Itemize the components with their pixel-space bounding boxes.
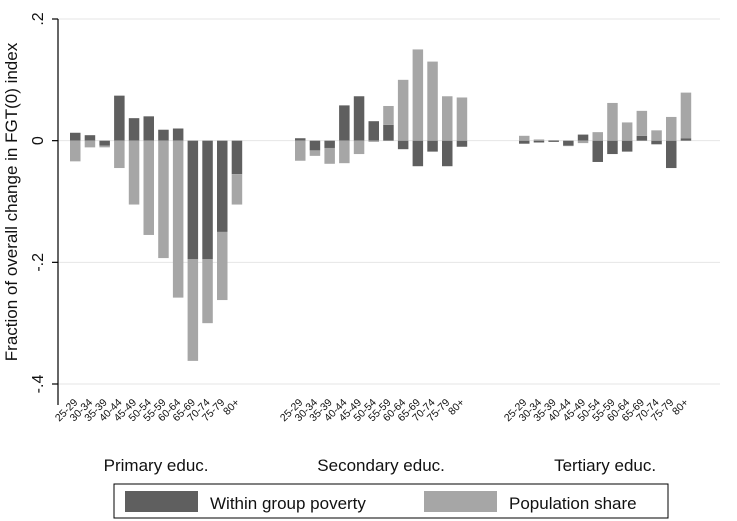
bar-within-group-poverty [621, 140, 633, 152]
bar-within-group-poverty [666, 140, 677, 169]
y-tick-label: 0 [30, 136, 47, 145]
legend-label-population-share: Population share [509, 494, 637, 513]
bar-population-share [563, 145, 574, 147]
bar-population-share [592, 132, 603, 141]
bar-population-share [456, 97, 468, 141]
bar-population-share [353, 140, 365, 155]
bar-population-share [70, 140, 81, 162]
bar-within-group-poverty [519, 140, 530, 144]
bar-population-share [621, 122, 633, 141]
legend-label-within-group-poverty: Within group poverty [210, 494, 366, 513]
bar-population-share [383, 105, 394, 125]
bar-within-group-poverty [187, 140, 199, 260]
group-label: Tertiary educ. [554, 456, 656, 475]
bar-population-share [217, 231, 228, 301]
bar-within-group-poverty [592, 140, 603, 162]
bar-within-group-poverty [533, 140, 545, 143]
gridlines [58, 18, 720, 385]
bar-within-group-poverty [456, 140, 468, 147]
y-axis-label: Fraction of overall change in FGT(0) ind… [2, 42, 21, 361]
bar-population-share [309, 150, 321, 156]
x-tick-label: 80+ [221, 397, 242, 418]
bar-population-share [519, 135, 530, 141]
bar-population-share [397, 79, 409, 141]
bar-population-share [84, 140, 96, 148]
bar-population-share [412, 49, 424, 141]
bar-within-group-poverty [383, 124, 394, 141]
bar-within-group-poverty [70, 132, 81, 141]
bar-population-share [442, 96, 453, 141]
bar-within-group-poverty [368, 121, 379, 141]
bar-within-group-poverty [442, 140, 453, 167]
bar-population-share [143, 140, 154, 235]
x-tick-label: 80+ [446, 397, 467, 418]
bar-population-share [114, 140, 125, 169]
bar-within-group-poverty [99, 140, 110, 146]
bar-within-group-poverty [84, 135, 96, 141]
bar-within-group-poverty [339, 105, 350, 141]
bar-population-share [128, 140, 140, 205]
bars [70, 49, 692, 361]
bar-within-group-poverty [114, 95, 125, 141]
bar-within-group-poverty [324, 140, 335, 148]
y-tick-label: -.4 [30, 375, 47, 394]
legend-swatch-population-share [424, 491, 497, 512]
group-labels: Primary educ. Secondary educ. Tertiary edu… [104, 456, 656, 475]
bar-within-group-poverty [158, 129, 169, 141]
bar-population-share [99, 145, 110, 148]
y-ticks: .2 0 -.2 -.4 [30, 12, 58, 393]
bar-within-group-poverty [353, 96, 365, 141]
bar-within-group-poverty [172, 128, 184, 141]
bar-within-group-poverty [563, 140, 574, 146]
bar-within-group-poverty [397, 140, 409, 150]
bar-population-share [636, 110, 648, 136]
bar-population-share [295, 140, 306, 161]
legend: Within group poverty Population share [113, 483, 669, 519]
bar-population-share [368, 140, 379, 142]
bar-population-share [666, 116, 677, 141]
category-labels: 25-2930-3435-3940-4445-4950-5455-5960-64… [53, 397, 691, 425]
bar-population-share [339, 140, 350, 164]
bar-population-share [202, 259, 213, 324]
bar-population-share [172, 140, 184, 298]
bar-within-group-poverty [202, 140, 213, 260]
bar-within-group-poverty [636, 135, 648, 141]
bar-within-group-poverty [651, 140, 662, 145]
bar-population-share [680, 92, 692, 139]
y-tick-label: -.2 [30, 253, 47, 272]
bar-within-group-poverty [412, 140, 424, 167]
bar-within-group-poverty [577, 134, 589, 141]
bar-within-group-poverty [607, 140, 618, 155]
bar-within-group-poverty [548, 140, 559, 142]
bar-within-group-poverty [143, 116, 154, 141]
bar-within-group-poverty [680, 138, 692, 141]
bar-within-group-poverty [427, 140, 438, 152]
x-tick-label: 80+ [670, 397, 691, 418]
bar-population-share [324, 147, 335, 164]
bar-population-share [533, 139, 545, 141]
group-label: Primary educ. [104, 456, 209, 475]
bar-population-share [577, 140, 589, 144]
bar-population-share [158, 140, 169, 259]
bar-population-share [548, 140, 559, 141]
legend-box [113, 483, 669, 519]
y-tick-label: .2 [30, 12, 47, 25]
bar-within-group-poverty [295, 138, 306, 141]
bar-population-share [427, 61, 438, 141]
bar-population-share [607, 102, 618, 141]
bar-within-group-poverty [128, 118, 140, 141]
bar-population-share [231, 174, 243, 205]
bar-population-share [651, 130, 662, 141]
bar-within-group-poverty [309, 140, 321, 151]
legend-swatch-within-group-poverty [125, 491, 198, 512]
bar-within-group-poverty [217, 140, 228, 232]
group-label: Secondary educ. [317, 456, 445, 475]
bar-population-share [187, 259, 199, 361]
bar-within-group-poverty [231, 140, 243, 175]
